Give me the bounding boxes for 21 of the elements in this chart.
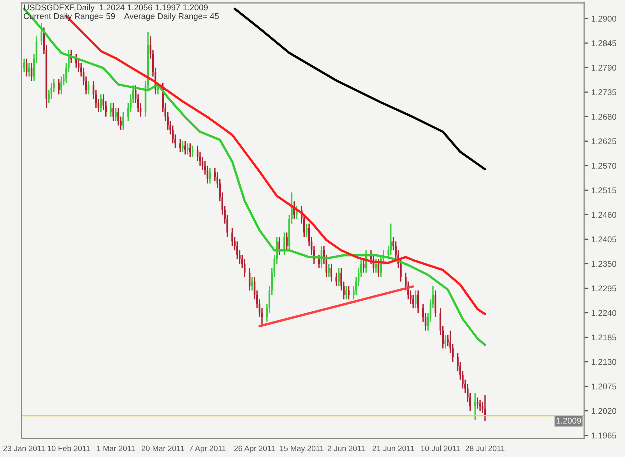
y-tick-label: 1.2900 xyxy=(592,16,616,22)
y-tick-label: 1.2460 xyxy=(592,212,616,218)
y-tick-label: 1.2680 xyxy=(592,114,616,120)
y-tick-label: 1.2570 xyxy=(592,163,616,170)
y-tick-label: 1.2295 xyxy=(592,286,616,292)
y-tick-label: 1.1965 xyxy=(592,432,616,439)
y-tick-label: 1.2790 xyxy=(592,65,616,71)
y-tick-label: 1.2845 xyxy=(592,40,616,46)
y-tick-label: 1.2625 xyxy=(592,138,616,144)
y-tick-label: 1.2075 xyxy=(592,384,616,390)
chart-title: USDSGDFXF,Daily 1.2024 1.2056 1.1997 1.2009 xyxy=(24,4,208,12)
y-tick-label: 1.2515 xyxy=(592,188,616,194)
y-tick-label: 1.2405 xyxy=(592,236,616,243)
y-tick-label: 1.2735 xyxy=(592,90,616,96)
y-tick-label: 1.2350 xyxy=(592,261,616,268)
y-tick-label: 1.2020 xyxy=(592,408,616,414)
y-tick-label: 1.2185 xyxy=(592,334,616,341)
ref-line-label: 1.2009 xyxy=(556,418,582,424)
y-tick-label: 1.2240 xyxy=(592,310,616,316)
y-tick-label: 1.2130 xyxy=(592,359,616,366)
line-series xyxy=(234,8,486,171)
